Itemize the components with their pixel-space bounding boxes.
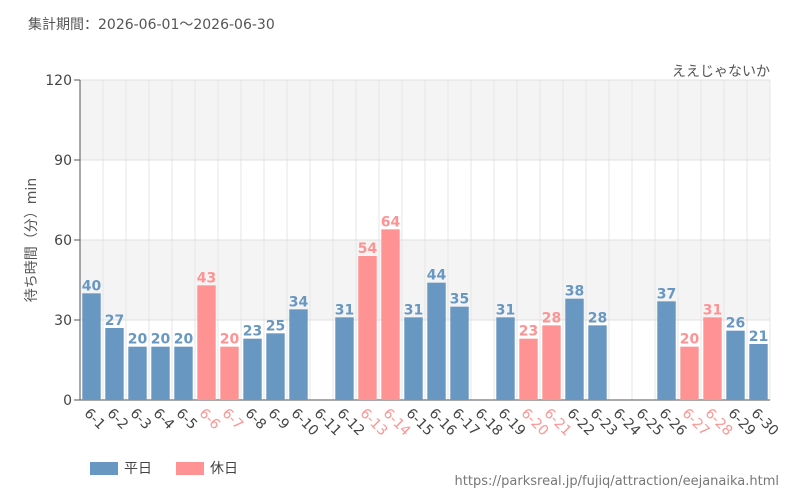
bar-6-2 — [105, 328, 124, 400]
data-label-6-29: 26 — [726, 316, 745, 332]
x-tick-label-6-7: 6-7 — [219, 406, 246, 433]
data-label-6-14: 64 — [381, 214, 401, 230]
y-tick-label: 0 — [63, 393, 72, 409]
data-label-6-15: 31 — [404, 302, 423, 318]
x-tick-label-6-6: 6-6 — [196, 406, 224, 434]
legend-label-holiday: 休日 — [210, 461, 238, 477]
data-label-6-27: 20 — [680, 332, 700, 348]
bar-6-4 — [151, 346, 170, 400]
data-label-6-7: 20 — [220, 332, 240, 348]
bar-6-15 — [404, 317, 423, 400]
x-tick-label-6-4: 6-4 — [150, 406, 178, 434]
y-axis-title: 待ち時間（分）min — [24, 178, 40, 302]
legend-swatch-weekday — [90, 461, 118, 475]
bar-6-12 — [335, 317, 354, 400]
bar-6-8 — [243, 338, 262, 400]
bar-6-19 — [496, 317, 515, 400]
bar-6-30 — [749, 344, 768, 400]
bar-6-27 — [680, 346, 699, 400]
bar-6-21 — [542, 325, 561, 400]
x-tick-label-6-1: 6-1 — [81, 406, 108, 433]
bar-6-7 — [220, 346, 239, 400]
data-label-6-12: 31 — [335, 302, 354, 318]
data-label-6-16: 44 — [427, 268, 447, 284]
data-label-6-9: 25 — [266, 318, 285, 334]
x-tick-label-6-5: 6-5 — [173, 406, 200, 433]
data-label-6-26: 37 — [657, 286, 676, 302]
bar-6-1 — [82, 293, 101, 400]
wait-time-bar-chart: 0 30 60 90 120 待ち時間（分）min ええじゃないか 40 6-1 27 6-2 20 6… — [24, 64, 781, 439]
data-label-6-1: 40 — [82, 278, 102, 294]
bar-6-20 — [519, 338, 538, 400]
bar-6-3 — [128, 346, 147, 400]
legend-item-weekday: 平日 — [90, 458, 152, 478]
y-tick-label: 90 — [54, 153, 72, 169]
legend-swatch-holiday — [176, 461, 204, 475]
bar-6-6 — [197, 285, 216, 400]
legend-label-weekday: 平日 — [124, 461, 152, 477]
data-label-6-28: 31 — [703, 302, 722, 318]
bar-6-23 — [588, 325, 607, 400]
bar-6-26 — [657, 301, 676, 400]
bar-6-16 — [427, 282, 446, 400]
data-label-6-20: 23 — [519, 324, 538, 340]
data-label-6-13: 54 — [358, 241, 378, 257]
data-label-6-8: 23 — [243, 324, 262, 340]
period-label: 集計期間：2026-06-01～2026-06-30 — [28, 17, 275, 33]
bar-6-14 — [381, 229, 400, 400]
y-tick-label: 60 — [54, 233, 72, 249]
data-label-6-21: 28 — [542, 310, 561, 326]
data-label-6-2: 27 — [105, 313, 124, 329]
bar-6-10 — [289, 309, 308, 400]
data-label-6-3: 20 — [128, 332, 148, 348]
chart-title: ええじゃないか — [672, 64, 770, 80]
data-label-6-30: 21 — [749, 329, 768, 345]
bar-6-17 — [450, 306, 469, 400]
bar-6-22 — [565, 298, 584, 400]
bar-6-9 — [266, 333, 285, 400]
source-url: https://parksreal.jp/fujiq/attraction/ee… — [454, 474, 779, 489]
data-label-6-22: 38 — [565, 284, 584, 300]
data-label-6-17: 35 — [450, 292, 469, 308]
x-tick-label-6-3: 6-3 — [127, 406, 154, 433]
bar-6-29 — [726, 330, 745, 400]
y-tick-label: 120 — [45, 73, 72, 89]
x-tick-label-6-8: 6-8 — [242, 406, 269, 433]
data-label-6-5: 20 — [174, 332, 194, 348]
data-label-6-19: 31 — [496, 302, 515, 318]
x-tick-label-6-2: 6-2 — [104, 406, 131, 433]
data-label-6-23: 28 — [588, 310, 607, 326]
data-label-6-10: 34 — [289, 294, 309, 310]
data-label-6-6: 43 — [197, 270, 216, 286]
bar-6-5 — [174, 346, 193, 400]
data-label-6-4: 20 — [151, 332, 171, 348]
bar-6-28 — [703, 317, 722, 400]
legend-item-holiday: 休日 — [176, 458, 238, 478]
bar-6-13 — [358, 256, 377, 400]
x-tick-label-6-9: 6-9 — [265, 406, 292, 433]
legend: 平日 休日 — [90, 458, 262, 478]
y-tick-label: 30 — [54, 313, 72, 329]
